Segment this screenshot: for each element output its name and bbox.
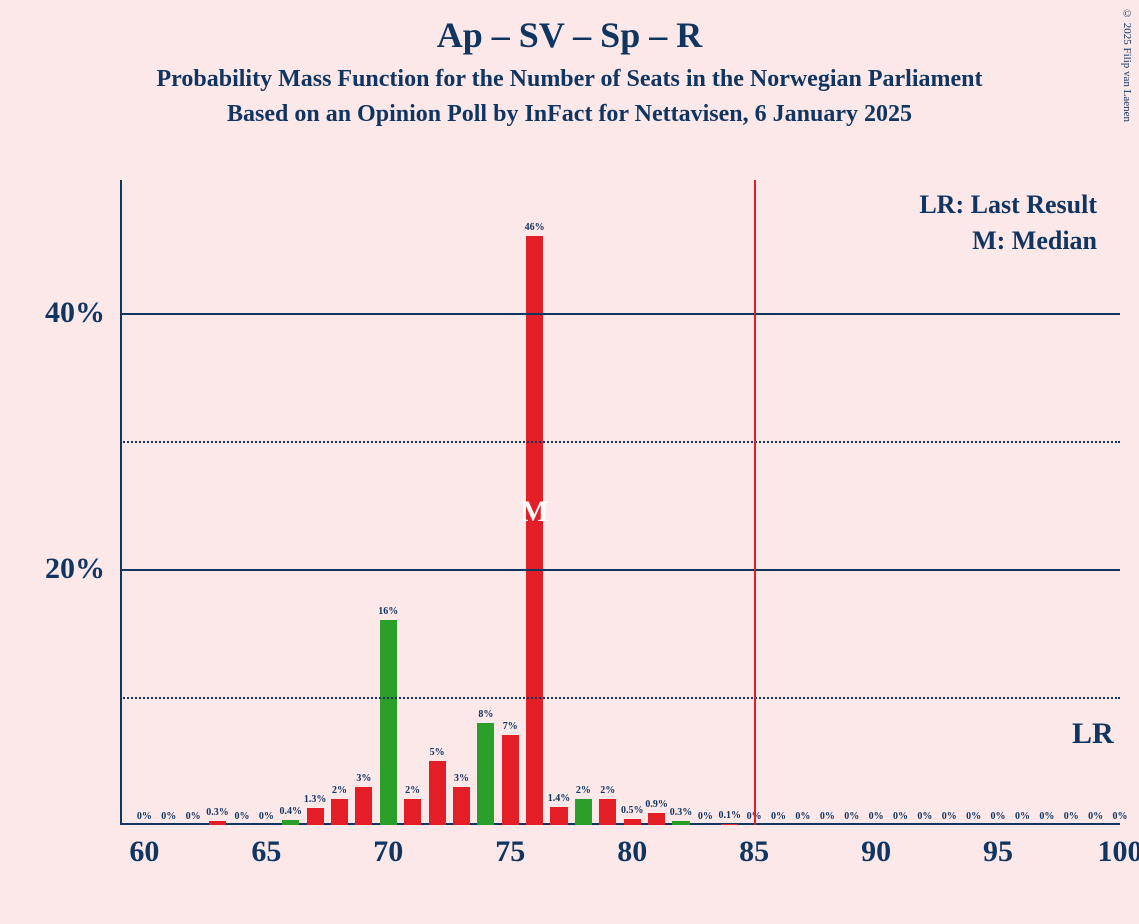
bar-value-label: 0%: [234, 811, 249, 822]
chart-subtitle-1: Probability Mass Function for the Number…: [0, 66, 1139, 93]
y-tick-label: 40%: [45, 296, 105, 330]
bar-value-label: 0%: [771, 811, 786, 822]
bar: [404, 799, 421, 825]
bar-value-label: 0%: [795, 811, 810, 822]
bar-value-label: 16%: [378, 606, 398, 617]
bar-value-label: 3%: [356, 773, 371, 784]
bar: [282, 820, 299, 825]
lr-vline: [754, 180, 756, 825]
bar-value-label: 2%: [332, 785, 347, 796]
bar: [209, 821, 226, 825]
bar-value-label: 0%: [820, 811, 835, 822]
lr-label: LR: [1072, 717, 1114, 751]
bar-value-label: 0%: [869, 811, 884, 822]
bar: [331, 799, 348, 825]
bar: [526, 236, 543, 825]
gridline-minor: [120, 441, 1120, 443]
bar: [648, 813, 665, 825]
bar-value-label: 0%: [844, 811, 859, 822]
bar-value-label: 1.3%: [304, 794, 327, 805]
bar-value-label: 3%: [454, 773, 469, 784]
chart-title: Ap – SV – Sp – R: [0, 14, 1139, 56]
bar-value-label: 0%: [893, 811, 908, 822]
bar: [721, 824, 738, 825]
x-tick-label: 70: [373, 835, 403, 869]
x-tick-label: 75: [495, 835, 525, 869]
bar-value-label: 2%: [405, 785, 420, 796]
bar-value-label: 0%: [137, 811, 152, 822]
copyright-text: © 2025 Filip van Laenen: [1121, 8, 1133, 122]
bar-value-label: 0%: [1015, 811, 1030, 822]
bar: [502, 735, 519, 825]
bar: [624, 819, 641, 825]
bar: [599, 799, 616, 825]
bar-value-label: 0%: [966, 811, 981, 822]
bar-value-label: 0%: [161, 811, 176, 822]
bar: [429, 761, 446, 825]
bar: [380, 620, 397, 825]
bar-value-label: 0%: [698, 811, 713, 822]
bar-value-label: 0.3%: [206, 807, 229, 818]
bar-value-label: 8%: [478, 709, 493, 720]
x-tick-label: 80: [617, 835, 647, 869]
bar-value-label: 0%: [1064, 811, 1079, 822]
bar-value-label: 0%: [1113, 811, 1128, 822]
x-tick-label: 90: [861, 835, 891, 869]
bar-value-label: 2%: [576, 785, 591, 796]
bar: [477, 723, 494, 825]
bar-value-label: 0%: [186, 811, 201, 822]
bar-value-label: 0%: [259, 811, 274, 822]
bar: [355, 787, 372, 825]
bar-value-label: 0%: [991, 811, 1006, 822]
bar-value-label: 0.3%: [670, 807, 693, 818]
chart-titles: Ap – SV – Sp – R Probability Mass Functi…: [0, 0, 1139, 128]
chart-subtitle-2: Based on an Opinion Poll by InFact for N…: [0, 101, 1139, 128]
x-tick-label: 95: [983, 835, 1013, 869]
bar-value-label: 0.9%: [645, 799, 668, 810]
chart-area: LR: Last Result M: Median 0%0%0%0.3%0%0%…: [32, 185, 1107, 865]
bar-value-label: 0%: [917, 811, 932, 822]
bar-value-label: 0%: [1039, 811, 1054, 822]
bar-value-label: 0%: [942, 811, 957, 822]
bar: [550, 807, 567, 825]
bar-value-label: 5%: [430, 747, 445, 758]
x-tick-label: 60: [129, 835, 159, 869]
bar-value-label: 1.4%: [548, 793, 571, 804]
bar-value-label: 0.4%: [279, 806, 302, 817]
bar-value-label: 46%: [525, 222, 545, 233]
x-tick-label: 65: [251, 835, 281, 869]
bar: [307, 808, 324, 825]
x-tick-label: 100: [1098, 835, 1139, 869]
bar: [453, 787, 470, 825]
plot-region: 0% 0% 0% 0.3% 0% 0% 0.4%1.3% 2% 3% 16% 2% 5% 3% 8% 7% 4…: [120, 185, 1120, 825]
x-tick-label: 85: [739, 835, 769, 869]
gridline-minor: [120, 697, 1120, 699]
bar: [575, 799, 592, 825]
gridline-major: [120, 569, 1120, 571]
bar-value-label: 0.1%: [719, 810, 742, 821]
bar-value-label: 2%: [600, 785, 615, 796]
gridline-major: [120, 313, 1120, 315]
y-tick-label: 20%: [45, 552, 105, 586]
bar-value-label: 0.5%: [621, 805, 644, 816]
bar: [672, 821, 689, 825]
bar-value-label: 7%: [503, 721, 518, 732]
bar-value-label: 0%: [1088, 811, 1103, 822]
